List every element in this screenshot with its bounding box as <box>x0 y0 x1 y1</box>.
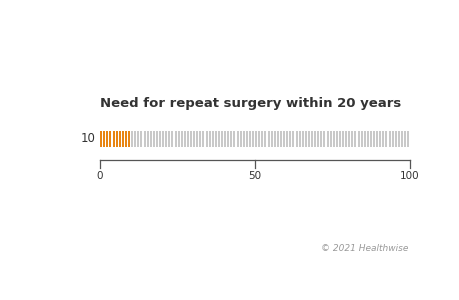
Text: 10: 10 <box>81 132 96 145</box>
Text: 50: 50 <box>247 171 261 181</box>
Text: © 2021 Healthwise: © 2021 Healthwise <box>320 244 408 253</box>
Text: 100: 100 <box>399 171 419 181</box>
Text: Need for repeat surgery within 20 years: Need for repeat surgery within 20 years <box>99 97 400 110</box>
Text: 0: 0 <box>96 171 103 181</box>
